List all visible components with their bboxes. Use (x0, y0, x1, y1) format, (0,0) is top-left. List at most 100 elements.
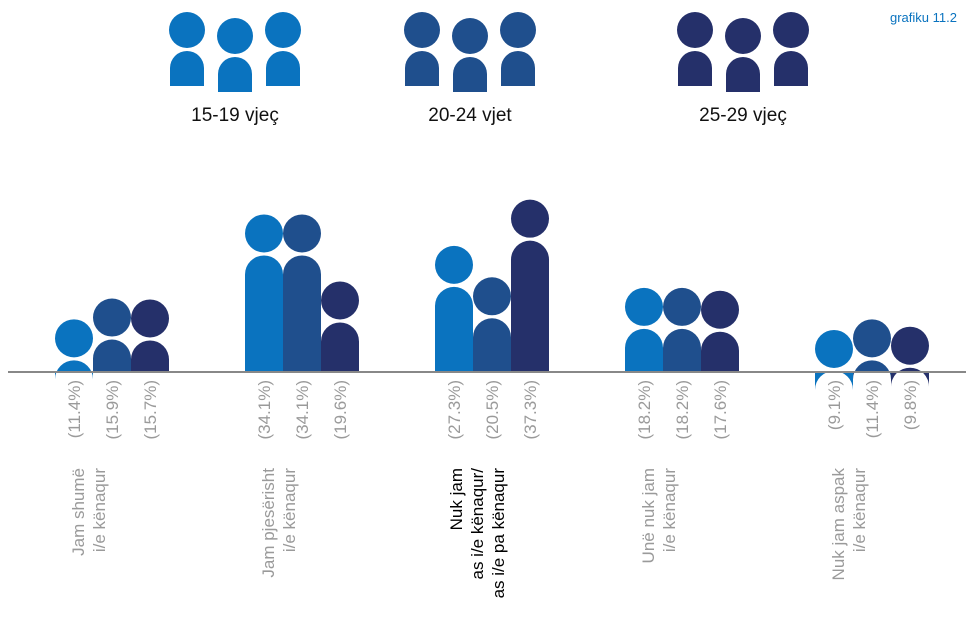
figure-head (404, 12, 440, 48)
data-label: (9.8%) (901, 380, 920, 430)
data-label: (37.3%) (521, 380, 540, 440)
data-label: (27.3%) (445, 380, 464, 440)
bar-2-series-1 (245, 214, 283, 372)
figure-head (131, 299, 169, 338)
figure-body (453, 57, 487, 92)
data-label: (20.5%) (483, 380, 502, 440)
data-label: (34.1%) (293, 380, 312, 440)
bar-2-series-3 (321, 281, 359, 372)
bar-1-series-1 (55, 319, 93, 380)
category-label: as i/e pa kënaqur (489, 468, 508, 599)
data-label: (19.6%) (331, 380, 350, 440)
figure-body (853, 360, 891, 380)
figure-body (511, 240, 549, 372)
figure-body (678, 51, 712, 86)
figure-body (93, 339, 131, 372)
figure-head (500, 12, 536, 48)
bar-1-series-3 (131, 299, 169, 372)
figure-head (773, 12, 809, 48)
legend-person-icon (677, 12, 713, 86)
data-label: (34.1%) (255, 380, 274, 440)
data-label: (15.9%) (103, 380, 122, 440)
figure-head (265, 12, 301, 48)
bar-5-series-3 (891, 326, 929, 387)
bar-3-series-2 (473, 277, 511, 372)
figure-head (701, 290, 739, 329)
legend-item: 25-29 vjeç (677, 12, 809, 126)
figure-body (726, 57, 760, 92)
figure-body (283, 255, 321, 372)
category-label: i/e kënaqur (280, 468, 299, 552)
figure-body (131, 340, 169, 372)
data-label: (18.2%) (635, 380, 654, 440)
bar-1-series-2 (93, 298, 131, 372)
figure-head (55, 319, 93, 358)
legend-item: 15-19 vjeç (169, 12, 301, 126)
legend-person-icon (452, 18, 488, 92)
figure-body (501, 51, 535, 86)
category-label: Unë nuk jam (639, 468, 658, 563)
category-label: as i/e kënaqur/ (468, 468, 487, 580)
figure-body (218, 57, 252, 92)
category-labels: Jam shumë i/e kënaqur Jam pjesërisht i/e kë… (69, 468, 869, 599)
figure-head (169, 12, 205, 48)
figure-body (774, 51, 808, 86)
figure-body (245, 255, 283, 372)
bar-4-series-3 (701, 290, 739, 372)
bar-3-series-3 (511, 199, 549, 372)
figure-head (217, 18, 253, 54)
category-label: Nuk jam (447, 468, 466, 530)
category-label: i/e kënaqur (660, 468, 679, 552)
legend-person-icon (773, 12, 809, 86)
figure-head (473, 277, 511, 316)
legend-person-icon (169, 12, 205, 86)
figure-head (283, 214, 321, 253)
figure-body (435, 286, 473, 372)
legend-person-icon (265, 12, 301, 86)
bar-5-series-2 (853, 319, 891, 380)
figure-body (701, 331, 739, 372)
figure-body (55, 360, 93, 380)
figure-head (891, 326, 929, 365)
chart-id-label: grafiku 11.2 (890, 10, 957, 25)
figure-head (93, 298, 131, 337)
data-label: (11.4%) (863, 380, 882, 438)
figure-body (473, 318, 511, 372)
data-label: (9.1%) (825, 380, 844, 430)
figure-body (266, 51, 300, 86)
legend-person-icon (500, 12, 536, 86)
value-labels: (11.4%) (15.9%) (15.7%) (34.1%) (34.1%) (19.6… (65, 380, 920, 440)
figure-head (245, 214, 283, 253)
figure-head (435, 245, 473, 284)
data-label: (11.4%) (65, 380, 84, 438)
legend-person-icon (217, 18, 253, 92)
data-label: (18.2%) (673, 380, 692, 440)
figure-head (663, 287, 701, 326)
category-label: Nuk jam aspak (829, 468, 848, 581)
bar-4-series-2 (663, 287, 701, 372)
bar-2-series-2 (283, 214, 321, 372)
figure-head (452, 18, 488, 54)
figure-head (625, 287, 663, 326)
legend-label: 25-29 vjeç (699, 105, 787, 126)
legend: 15-19 vjeç 20-24 vjet 25-29 vjeç (169, 12, 809, 126)
category-label: i/e kënaqur (850, 468, 869, 552)
figure-body (321, 322, 359, 372)
category-label: i/e kënaqur (90, 468, 109, 552)
plot-area (55, 199, 929, 390)
legend-label: 15-19 vjeç (191, 105, 279, 126)
legend-item: 20-24 vjet (404, 12, 536, 126)
figure-head (853, 319, 891, 358)
bar-3-series-1 (435, 245, 473, 372)
legend-person-icon (404, 12, 440, 86)
figure-head (677, 12, 713, 48)
category-label: Jam shumë (69, 468, 88, 556)
figure-body (405, 51, 439, 86)
figure-body (625, 328, 663, 372)
data-label: (15.7%) (141, 380, 160, 440)
figure-head (725, 18, 761, 54)
bar-4-series-1 (625, 287, 663, 372)
figure-head (321, 281, 359, 320)
figure-head (511, 199, 549, 238)
